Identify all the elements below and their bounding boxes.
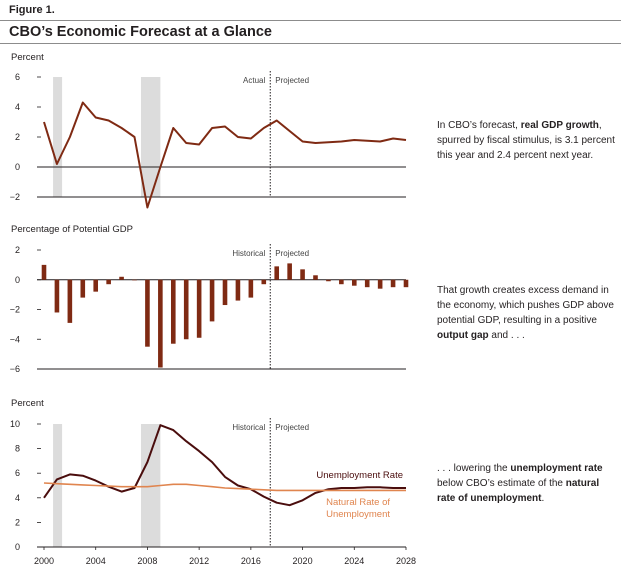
- gdp-ytick-label: −2: [10, 192, 20, 202]
- output_gap-bar: [248, 279, 254, 298]
- gdp-ytick-label: 4: [15, 102, 20, 112]
- output_gap-bar: [403, 279, 409, 288]
- gdp-panel: Percent −2 0 2 4 6 Actual Projected: [10, 52, 407, 209]
- unemployment-panel: Percent 0 2 4 6 8 10 Historical Projected 2000 200…: [10, 398, 416, 566]
- output_gap-bar: [235, 279, 241, 301]
- note-output-gap: That growth creates excess demand in the…: [437, 285, 614, 341]
- output_gap-ytick-label: −2: [10, 305, 20, 315]
- unemployment-xtick-label: 2004: [86, 556, 106, 566]
- unemployment-xtick-label: 2008: [137, 556, 157, 566]
- unemployment-divider-right-label: Projected: [275, 423, 309, 432]
- gdp-series-line-0: [43, 101, 407, 209]
- unemployment-ylabel: Percent: [11, 398, 44, 409]
- unemployment-series-line-0: [43, 424, 406, 507]
- gdp-ytick-label: 6: [15, 72, 20, 82]
- unemployment-xtick-label: 2016: [241, 556, 261, 566]
- output_gap-bar: [222, 279, 228, 306]
- output_gap-bar: [196, 279, 202, 338]
- unemployment-xtick-label: 2012: [189, 556, 209, 566]
- note-gdp: In CBO’s forecast, real GDP growth, spur…: [437, 120, 615, 161]
- unemployment-xtick-label: 2028: [396, 556, 416, 566]
- unemployment-rate-label: Unemployment Rate: [316, 470, 403, 481]
- output_gap-bar: [390, 279, 396, 288]
- output_gap-bar: [313, 275, 318, 280]
- output_gap-divider-left-label: Historical: [232, 249, 265, 258]
- figure-title: CBO’s Economic Forecast at a Glance: [9, 24, 272, 40]
- title-rule-top: [0, 20, 621, 21]
- output_gap-bar: [106, 279, 111, 285]
- gdp-ytick-label: 2: [15, 132, 20, 142]
- output_gap-bar: [326, 279, 331, 282]
- unemployment-series-line-1: [43, 482, 406, 492]
- natural-rate-label-line1: Natural Rate of: [326, 497, 390, 508]
- output_gap-ytick-label: 2: [15, 245, 20, 255]
- output_gap-bar: [339, 279, 344, 285]
- output_gap-ylabel: Percentage of Potential GDP: [11, 224, 133, 235]
- output_gap-bar: [54, 279, 60, 313]
- unemployment-recession-1: [140, 424, 161, 547]
- gdp-divider-left-label: Actual: [243, 76, 265, 85]
- gdp-ylabel: Percent: [11, 52, 44, 63]
- output_gap-bar: [274, 266, 280, 280]
- output_gap-bar: [364, 279, 370, 288]
- unemployment-xtick-label: 2020: [293, 556, 313, 566]
- output_gap-bar: [183, 279, 189, 340]
- unemployment-xtick-label: 2000: [34, 556, 54, 566]
- gdp-recession-0: [53, 77, 63, 197]
- output_gap-bar: [170, 279, 176, 344]
- output_gap-bar: [377, 279, 383, 289]
- unemployment-ytick-label: 0: [15, 542, 20, 552]
- output_gap-divider-right-label: Projected: [275, 249, 309, 258]
- output_gap-bar: [209, 279, 215, 322]
- output_gap-bar: [145, 279, 150, 347]
- title-rule-bottom: [0, 43, 621, 44]
- unemployment-divider-left-label: Historical: [232, 423, 265, 432]
- output_gap-bar: [287, 263, 292, 280]
- output_gap-bar: [300, 269, 305, 280]
- note-unemployment: . . . lowering the unemployment rate bel…: [437, 463, 603, 504]
- output_gap-bar: [93, 279, 99, 292]
- output_gap-bar: [132, 279, 137, 281]
- output_gap-bar: [80, 279, 86, 298]
- output_gap-ytick-label: −4: [10, 334, 20, 344]
- unemployment-ytick-label: 2: [15, 517, 20, 527]
- output_gap-bar: [158, 279, 163, 368]
- unemployment-xtick-label: 2024: [344, 556, 364, 566]
- natural-rate-label-line2: Unemployment: [326, 509, 390, 520]
- output_gap-bar: [67, 279, 73, 323]
- figure-label: Figure 1.: [9, 4, 55, 16]
- unemployment-ytick-label: 4: [15, 493, 20, 503]
- gdp-divider-right-label: Projected: [275, 76, 309, 85]
- unemployment-ytick-label: 6: [15, 468, 20, 478]
- output_gap-ytick-label: −6: [10, 364, 20, 374]
- unemployment-ytick-label: 10: [10, 419, 20, 429]
- gdp-ytick-label: 0: [15, 162, 20, 172]
- output_gap-bar: [351, 279, 357, 286]
- output_gap-bar: [41, 264, 47, 280]
- unemployment-recession-0: [53, 424, 63, 547]
- output_gap-bar: [261, 279, 267, 285]
- output_gap-ytick-label: 0: [15, 275, 20, 285]
- output-gap-panel: Percentage of Potential GDP −6 −4 −2 0 2 Histo…: [10, 224, 409, 374]
- output_gap-bar: [119, 276, 124, 280]
- unemployment-ytick-label: 8: [15, 444, 20, 454]
